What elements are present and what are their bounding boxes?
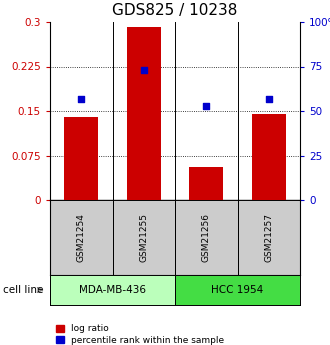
Bar bbox=[50, 200, 113, 275]
Text: GSM21256: GSM21256 bbox=[202, 213, 211, 262]
Point bbox=[204, 103, 209, 108]
Text: GSM21254: GSM21254 bbox=[77, 213, 86, 262]
Point bbox=[79, 96, 84, 101]
Bar bbox=[189, 167, 223, 200]
Bar bbox=[251, 114, 286, 200]
Bar bbox=[175, 200, 238, 275]
Bar bbox=[127, 27, 161, 200]
Bar bbox=[50, 275, 175, 305]
Point bbox=[141, 67, 147, 73]
Bar bbox=[113, 200, 175, 275]
Text: HCC 1954: HCC 1954 bbox=[212, 285, 264, 295]
Point bbox=[266, 96, 271, 101]
Title: GDS825 / 10238: GDS825 / 10238 bbox=[112, 3, 238, 18]
Bar bbox=[64, 117, 98, 200]
Text: cell line: cell line bbox=[3, 285, 44, 295]
Text: MDA-MB-436: MDA-MB-436 bbox=[79, 285, 146, 295]
Text: GSM21257: GSM21257 bbox=[264, 213, 273, 262]
Bar bbox=[175, 275, 300, 305]
Bar bbox=[238, 200, 300, 275]
Text: GSM21255: GSM21255 bbox=[139, 213, 148, 262]
Legend: log ratio, percentile rank within the sample: log ratio, percentile rank within the sa… bbox=[54, 323, 226, 345]
